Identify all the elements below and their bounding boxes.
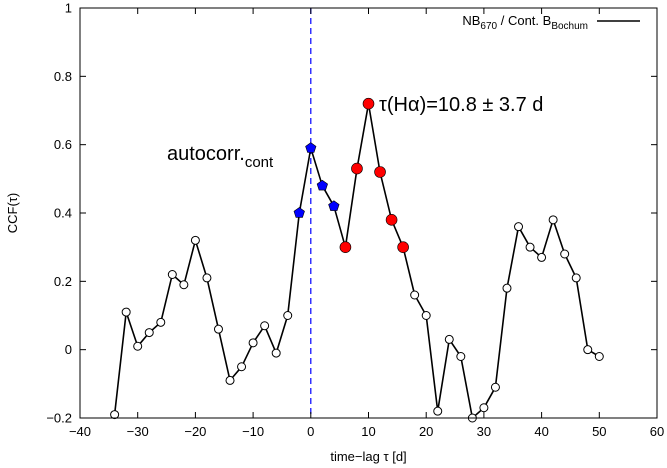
x-tick-label: −40 bbox=[69, 424, 91, 439]
tick-layer: −40 −30 −20 −10 0 10 20 30 40 50 60 −0.2 0 0.2 0.4 0.6 0… bbox=[46, 1, 664, 440]
ccf-point bbox=[121, 307, 131, 317]
ccf-point bbox=[502, 283, 512, 293]
ccf-point bbox=[594, 352, 604, 361]
halpha-point bbox=[362, 97, 375, 110]
halpha-point bbox=[397, 241, 409, 253]
ccf-point bbox=[271, 348, 281, 358]
ccf-point bbox=[190, 235, 200, 245]
y-axis-label: CCF(τ) bbox=[5, 193, 20, 234]
ccf-point bbox=[179, 280, 189, 290]
ccf-point bbox=[144, 328, 154, 338]
ccf-point bbox=[548, 215, 558, 225]
ccf-point bbox=[202, 273, 212, 283]
y-tick-label: 0.2 bbox=[54, 274, 72, 289]
ccf-point bbox=[560, 249, 570, 259]
ccf-point bbox=[433, 406, 443, 416]
ccf-point bbox=[213, 324, 223, 334]
x-tick-label: 30 bbox=[477, 424, 491, 439]
ccf-point bbox=[571, 273, 581, 283]
ccf-point bbox=[110, 410, 120, 420]
ccf-point bbox=[248, 338, 258, 348]
legend-label: NB670 / Cont. BBochum bbox=[462, 13, 588, 32]
y-tick-label: 0.6 bbox=[54, 137, 72, 152]
halpha-point bbox=[351, 162, 363, 175]
x-tick-label: 50 bbox=[592, 424, 606, 439]
autocorr-annotation: autocorr.cont bbox=[167, 143, 274, 171]
ccf-point bbox=[421, 311, 431, 320]
ccf-point bbox=[583, 345, 593, 355]
autocorr-point bbox=[305, 142, 317, 153]
ccf-point bbox=[514, 222, 524, 232]
y-tick-label: 0 bbox=[65, 342, 72, 357]
ccf-point bbox=[260, 321, 270, 331]
y-tick-label: 0.8 bbox=[54, 69, 72, 84]
tau-annotation: τ(Hα)=10.8 ± 3.7 d bbox=[379, 94, 543, 116]
halpha-point bbox=[385, 214, 398, 226]
autocorr-point bbox=[328, 200, 340, 211]
y-tick-label: 1 bbox=[65, 1, 72, 16]
ccf-point bbox=[237, 362, 247, 372]
ccf-point bbox=[537, 252, 547, 262]
x-tick-label: −10 bbox=[242, 424, 264, 439]
y-tick-label: 0.4 bbox=[54, 206, 72, 221]
ccf-point bbox=[479, 403, 489, 413]
ccf-point bbox=[167, 270, 177, 279]
x-axis-label: time−lag τ [d] bbox=[330, 449, 406, 464]
ccf-point bbox=[525, 242, 535, 252]
x-tick-label: −20 bbox=[184, 424, 206, 439]
ccf-point bbox=[156, 317, 166, 327]
x-tick-label: 20 bbox=[419, 424, 433, 439]
x-tick-label: −30 bbox=[127, 424, 149, 439]
ccf-point bbox=[133, 341, 143, 351]
ccf-point bbox=[456, 352, 466, 361]
ccf-point bbox=[225, 375, 235, 385]
autocorr-point bbox=[293, 207, 305, 218]
plot-frame bbox=[79, 7, 658, 419]
marker-layer bbox=[110, 97, 604, 423]
halpha-point bbox=[374, 166, 386, 178]
x-tick-label: 60 bbox=[650, 424, 664, 439]
ccf-point bbox=[410, 290, 420, 300]
legend: NB670 / Cont. BBochum bbox=[462, 13, 640, 32]
x-tick-label: 40 bbox=[534, 424, 548, 439]
x-tick-label: 10 bbox=[361, 424, 375, 439]
autocorr-point bbox=[316, 179, 328, 191]
ccf-point bbox=[444, 334, 454, 344]
x-tick-label: 0 bbox=[307, 424, 314, 439]
ccf-point bbox=[490, 382, 500, 392]
y-tick-label: −0.2 bbox=[46, 411, 72, 426]
halpha-point bbox=[339, 241, 352, 253]
ccf-point bbox=[283, 311, 293, 320]
